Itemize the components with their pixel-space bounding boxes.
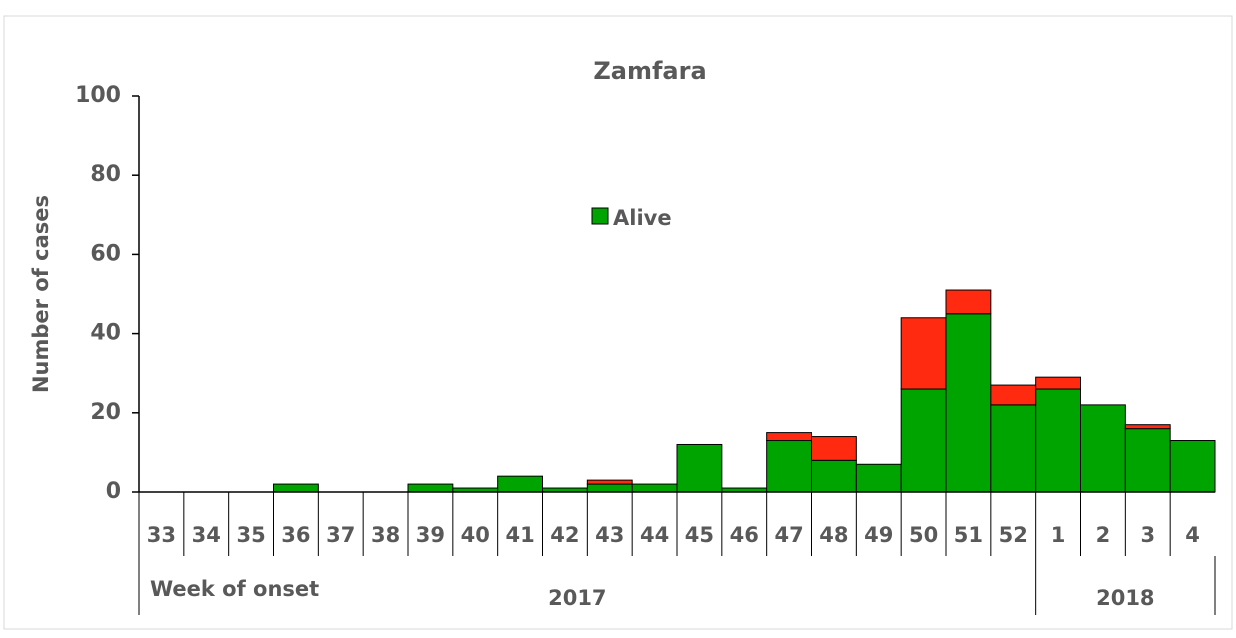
- bar: [1124, 424, 1171, 430]
- x-tick-label: 3: [1140, 523, 1155, 547]
- bar: [1169, 440, 1216, 493]
- chart-border: [3, 15, 1233, 630]
- x-tick-label: 48: [819, 523, 848, 547]
- bar: [900, 388, 947, 493]
- legend-swatch: [591, 207, 609, 225]
- x-tick-label: 38: [371, 523, 400, 547]
- x-tick-label: 33: [147, 523, 176, 547]
- y-tick-label: 40: [90, 321, 121, 346]
- x-tick-label: 36: [281, 523, 310, 547]
- group-label: 2018: [1096, 586, 1154, 610]
- bar: [855, 463, 902, 493]
- bar: [586, 483, 633, 493]
- y-tick-label: 100: [75, 83, 121, 108]
- x-tick-label: 52: [999, 523, 1028, 547]
- x-axis-label: Week of onset: [150, 577, 319, 601]
- x-tick-label: 51: [954, 523, 983, 547]
- x-tick-label: 1: [1051, 523, 1066, 547]
- bar: [676, 443, 723, 493]
- x-tick-label: 50: [909, 523, 938, 547]
- x-tick-label: 49: [864, 523, 893, 547]
- bar: [497, 475, 543, 493]
- bar: [586, 479, 633, 485]
- bar: [945, 289, 992, 315]
- bar: [990, 384, 1037, 406]
- x-tick-label: 44: [640, 523, 669, 547]
- x-tick-label: 47: [774, 523, 803, 547]
- y-tick-label: 80: [90, 162, 121, 187]
- x-tick-label: 35: [236, 523, 265, 547]
- y-tick-label: 60: [90, 241, 121, 266]
- y-axis-label: Number of cases: [29, 195, 53, 393]
- bar: [631, 483, 678, 493]
- bar: [945, 313, 992, 493]
- y-tick-label: 20: [90, 400, 121, 425]
- x-tick-label: 2: [1096, 523, 1111, 547]
- legend-label: Alive: [613, 206, 672, 230]
- x-tick-label: 41: [505, 523, 534, 547]
- bar: [811, 459, 857, 493]
- group-label: 2017: [548, 586, 606, 610]
- bar: [766, 440, 813, 493]
- x-tick-label: 34: [192, 523, 221, 547]
- bar: [1035, 376, 1081, 390]
- bar: [273, 483, 319, 493]
- bar: [1035, 388, 1081, 493]
- x-tick-label: 39: [416, 523, 445, 547]
- x-tick-label: 45: [685, 523, 714, 547]
- bar: [900, 317, 947, 390]
- x-tick-label: 37: [326, 523, 355, 547]
- chart-title: Zamfara: [593, 57, 706, 85]
- y-tick-label: 0: [106, 479, 121, 504]
- x-tick-label: 43: [595, 523, 624, 547]
- bar: [1124, 428, 1171, 493]
- bar: [1080, 404, 1126, 493]
- bar: [811, 436, 857, 461]
- bar: [990, 404, 1037, 493]
- x-tick-label: 4: [1185, 523, 1200, 547]
- bar: [766, 432, 813, 442]
- bar: [407, 483, 454, 493]
- x-tick-label: 46: [730, 523, 759, 547]
- x-tick-label: 40: [461, 523, 490, 547]
- x-tick-label: 42: [550, 523, 579, 547]
